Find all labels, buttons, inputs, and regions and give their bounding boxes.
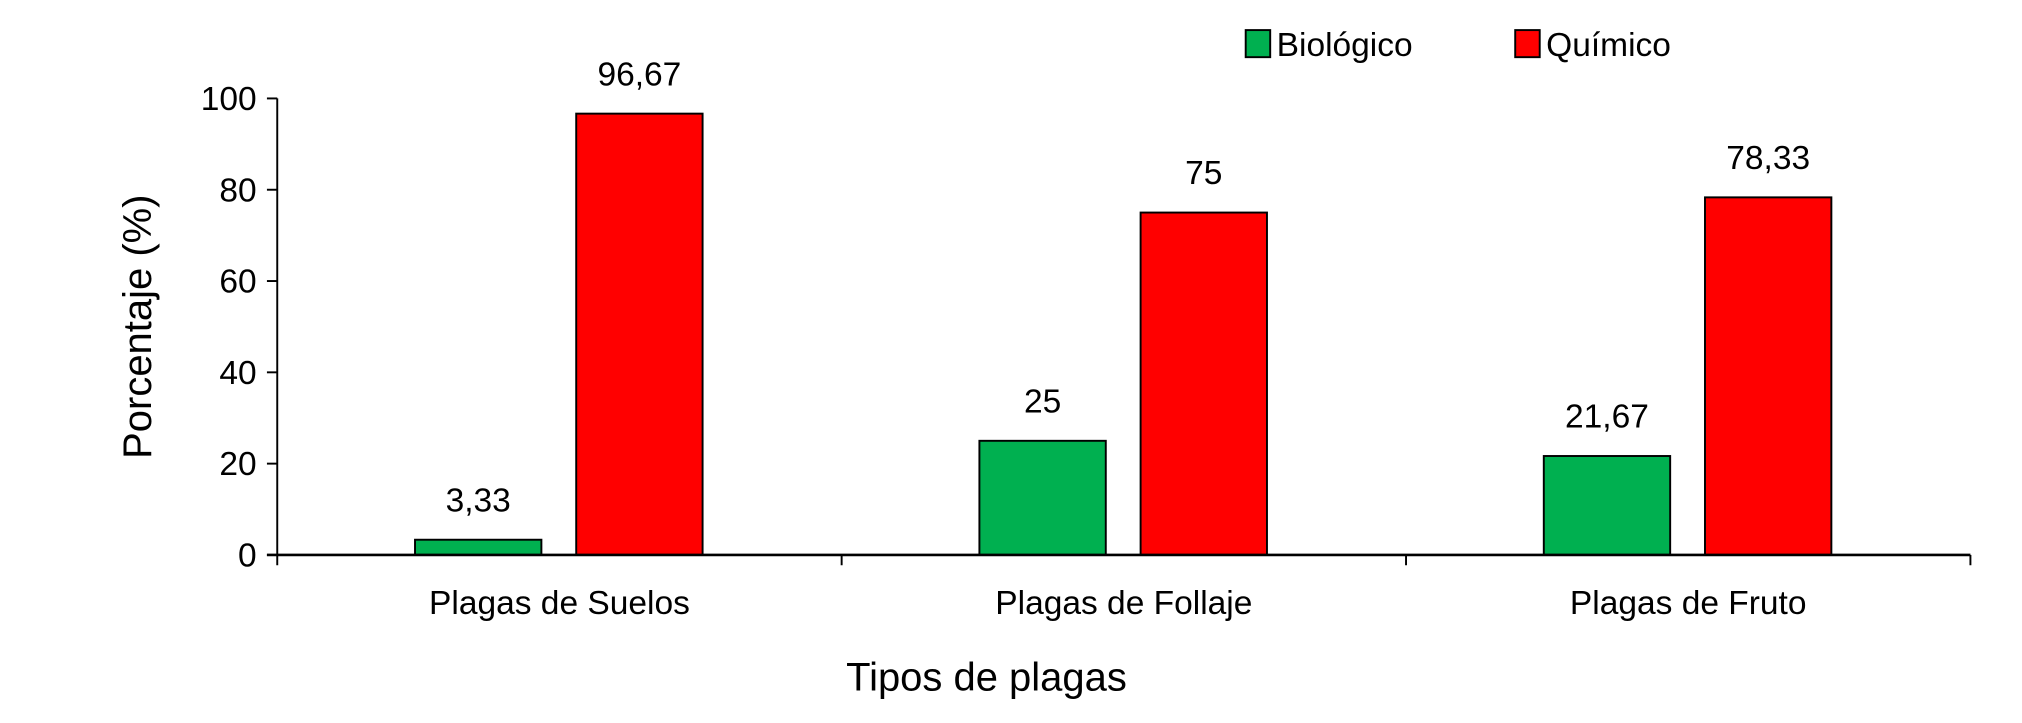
bar-quimico [1139, 211, 1268, 556]
y-tick-label: 20 [219, 446, 256, 483]
legend-label-biologico: Biológico [1277, 27, 1413, 64]
y-tick-label: 40 [219, 355, 256, 392]
bar-biologico [978, 439, 1107, 556]
data-label: 75 [1185, 155, 1222, 192]
bar-biologico [1542, 455, 1672, 556]
legend-label-quimico: Químico [1546, 27, 1671, 64]
x-axis-title: Tipos de plagas [846, 655, 1127, 699]
y-tick-label: 80 [219, 172, 256, 209]
data-label: 25 [1024, 383, 1061, 420]
y-tick-label: 0 [238, 538, 257, 575]
y-tick-label: 60 [219, 264, 256, 301]
y-tick-label: 100 [201, 81, 257, 118]
bar-quimico [1704, 196, 1833, 556]
data-label: 96,67 [597, 56, 681, 93]
bar-quimico [575, 112, 704, 556]
y-axis-title: Porcentaje (%) [116, 195, 160, 459]
data-label: 21,67 [1565, 399, 1649, 436]
x-tick-label: Plagas de Suelos [429, 585, 690, 622]
legend: Biológico Químico [1244, 27, 1671, 64]
legend-swatch-quimico [1514, 29, 1541, 59]
x-tick-label: Plagas de Fruto [1570, 585, 1807, 622]
x-tick-label: Plagas de Follaje [995, 585, 1252, 622]
data-label: 78,33 [1726, 140, 1810, 177]
legend-swatch-biologico [1244, 29, 1272, 59]
bar-biologico [414, 538, 543, 556]
data-label: 3,33 [446, 482, 511, 519]
